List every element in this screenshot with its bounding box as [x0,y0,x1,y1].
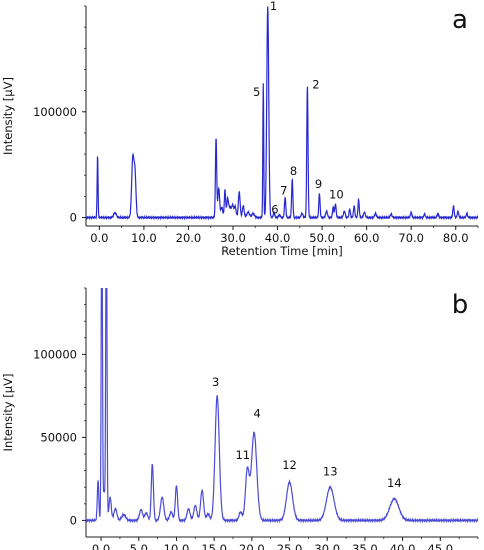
x-tick-label: 70.0 [398,231,424,245]
y-tick-label: 100000 [33,347,77,361]
y-tick-label: 100000 [33,105,77,119]
x-tick-label: 25.0 [277,542,303,550]
peak-label-3: 3 [212,375,219,389]
x-tick-label: 20.0 [176,231,202,245]
x-tick-label: 50.0 [309,231,335,245]
peak-label-13: 13 [323,465,338,479]
x-tick-label: 0.0 [92,542,110,550]
peak-label-7: 7 [280,183,287,197]
x-tick-label: 80.0 [443,231,469,245]
chromatogram-panel-a: 0.0 10.0 20.0 30.0 40.0 50.0 60.0 70.0 80.0 0 1000… [1,0,479,258]
peak-label-8: 8 [290,164,297,178]
peak-label-4: 4 [253,406,260,420]
x-tick-label: 30.0 [220,231,246,245]
peak-label-14: 14 [387,476,402,490]
x-tick-label: 10.0 [164,542,190,550]
x-tick-label: 15.0 [201,542,227,550]
peak-label-5: 5 [253,85,260,99]
x-tick-label: 40.0 [265,231,291,245]
panel-label: a [452,5,468,35]
chromatogram-trace [86,6,478,221]
x-tick-label: 40.0 [390,542,416,550]
y-axis-title: Intensity [µV] [1,374,15,452]
x-tick-label: 35.0 [352,542,378,550]
x-tick-label: 0.0 [90,231,108,245]
peak-label-1: 1 [270,0,277,13]
x-tick-label: 5.0 [130,542,148,550]
x-tick-label: 20.0 [239,542,265,550]
x-axis-title: Retention Time [min] [221,244,343,258]
peak-label-2: 2 [312,78,319,92]
x-tick-label: 45.0 [428,542,454,550]
chromatogram-panel-b: 0.0 5.0 10.0 15.0 20.0 25.0 30.0 35.0 40.0 45.0 0 5… [1,287,479,550]
panel-label: b [452,290,469,320]
y-tick-label: 50000 [40,430,77,444]
x-tick-label: 10.0 [131,231,157,245]
peak-label-10: 10 [329,188,344,202]
x-tick-label: 60.0 [354,231,380,245]
y-tick-label: 0 [70,513,77,527]
x-tick-label: 30.0 [314,542,340,550]
chromatogram-trace [86,288,478,524]
y-tick-label: 0 [70,211,77,225]
peak-label-12: 12 [282,458,297,472]
peak-label-6: 6 [271,202,278,216]
peak-label-9: 9 [315,177,322,191]
y-axis-title: Intensity [µV] [1,77,15,155]
peak-label-11: 11 [235,448,250,462]
